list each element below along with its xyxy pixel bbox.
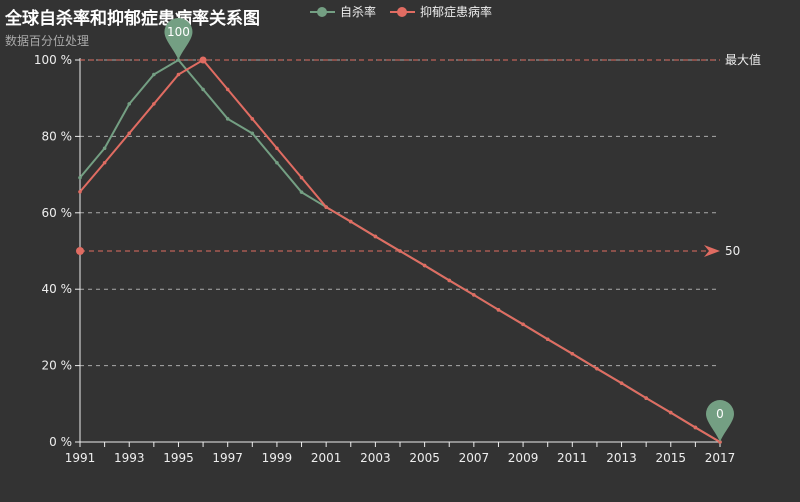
y-tick-label: 100 % — [34, 53, 72, 67]
legend-item-depression[interactable]: 抑郁症患病率 — [390, 3, 492, 20]
data-point[interactable] — [496, 308, 501, 312]
data-point[interactable] — [668, 410, 673, 415]
data-point[interactable] — [250, 117, 255, 121]
legend-line-icon-suicide — [310, 5, 335, 19]
x-tick-label: 2005 — [409, 451, 440, 465]
mark-line-arrow — [704, 245, 720, 257]
y-tick-label: 80 % — [42, 129, 73, 143]
data-point[interactable] — [422, 263, 427, 268]
y-tick-label: 40 % — [42, 282, 73, 296]
data-point[interactable] — [299, 175, 304, 180]
x-tick-label: 1997 — [212, 451, 243, 465]
mark-line-start-point — [76, 247, 84, 255]
data-point[interactable] — [275, 160, 279, 165]
y-tick-label: 20 % — [42, 359, 73, 373]
x-tick-label: 2015 — [655, 451, 686, 465]
data-point[interactable] — [225, 117, 230, 121]
legend-item-suicide[interactable]: 自杀率 — [310, 3, 376, 20]
data-point[interactable] — [521, 322, 525, 327]
legend-line-icon-depression — [390, 5, 416, 19]
x-tick-label: 1991 — [65, 451, 96, 465]
mark-point-pin — [164, 18, 193, 61]
data-point[interactable] — [225, 87, 230, 92]
data-point[interactable] — [619, 381, 624, 385]
data-point[interactable] — [472, 293, 476, 297]
legend-label-depression: 抑郁症患病率 — [420, 5, 493, 19]
chart-subtitle: 数据百分位处理 — [5, 34, 90, 48]
data-point[interactable] — [127, 131, 132, 136]
data-point[interactable] — [570, 351, 575, 356]
data-point[interactable] — [152, 72, 156, 77]
data-point[interactable] — [348, 219, 353, 224]
data-point[interactable] — [324, 205, 328, 209]
x-tick-label: 1999 — [262, 451, 293, 465]
data-point[interactable] — [78, 175, 82, 180]
mark-line-label: 50 — [725, 244, 740, 258]
max-point — [199, 56, 207, 64]
data-point[interactable] — [275, 146, 279, 151]
data-point[interactable] — [102, 146, 107, 151]
data-point[interactable] — [447, 278, 452, 283]
data-point[interactable] — [299, 190, 304, 194]
mark-point-label: 0 — [716, 407, 724, 421]
data-point[interactable] — [152, 102, 156, 106]
legend-label-suicide: 自杀率 — [340, 5, 377, 19]
y-tick-label: 0 % — [49, 435, 72, 449]
data-point[interactable] — [176, 72, 181, 77]
data-point[interactable] — [644, 396, 648, 400]
x-tick-label: 2009 — [508, 451, 539, 465]
chart-title: 全球自杀率和抑郁症患病率关系图 — [5, 9, 260, 29]
x-tick-label: 1995 — [163, 451, 194, 465]
y-tick-label: 60 % — [42, 206, 73, 220]
x-tick-label: 2003 — [360, 451, 391, 465]
x-tick-label: 2007 — [459, 451, 490, 465]
data-point[interactable] — [127, 102, 132, 106]
x-tick-label: 1993 — [114, 451, 145, 465]
data-point[interactable] — [693, 425, 698, 430]
data-point[interactable] — [545, 337, 550, 342]
x-tick-label: 2013 — [606, 451, 637, 465]
data-point[interactable] — [201, 87, 205, 92]
data-point[interactable] — [250, 131, 255, 136]
legend: 自杀率 抑郁症患病率 — [310, 3, 506, 20]
x-tick-label: 2017 — [705, 451, 736, 465]
mark-point-label: 100 — [167, 25, 190, 39]
mark-point-pin — [706, 400, 734, 442]
mark-line-label: 最大值 — [725, 52, 761, 67]
data-point[interactable] — [102, 160, 107, 165]
x-tick-label: 2011 — [557, 451, 588, 465]
x-tick-label: 2001 — [311, 451, 342, 465]
data-point[interactable] — [78, 189, 82, 194]
data-point[interactable] — [595, 366, 599, 371]
data-point[interactable] — [398, 249, 402, 253]
data-point[interactable] — [373, 234, 378, 239]
